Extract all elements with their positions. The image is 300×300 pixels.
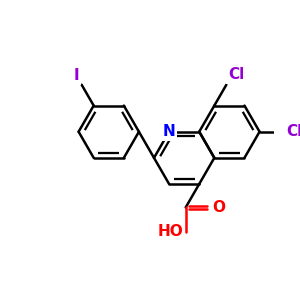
Text: N: N: [163, 124, 176, 139]
Text: HO: HO: [157, 224, 183, 239]
Text: O: O: [212, 200, 226, 215]
Text: Cl: Cl: [286, 124, 300, 139]
Text: I: I: [73, 68, 79, 83]
Text: Cl: Cl: [228, 67, 244, 82]
